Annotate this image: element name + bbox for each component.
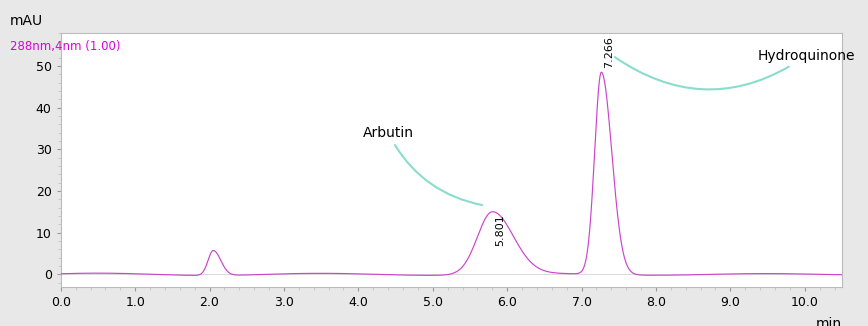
Text: Hydroquinone: Hydroquinone — [615, 49, 855, 89]
Text: Arbutin: Arbutin — [363, 126, 483, 205]
Text: 5.801: 5.801 — [496, 214, 505, 246]
Text: 7.266: 7.266 — [604, 36, 615, 68]
Text: mAU: mAU — [10, 13, 43, 27]
Text: 288nm,4nm (1.00): 288nm,4nm (1.00) — [10, 40, 121, 53]
Text: min: min — [816, 318, 842, 326]
